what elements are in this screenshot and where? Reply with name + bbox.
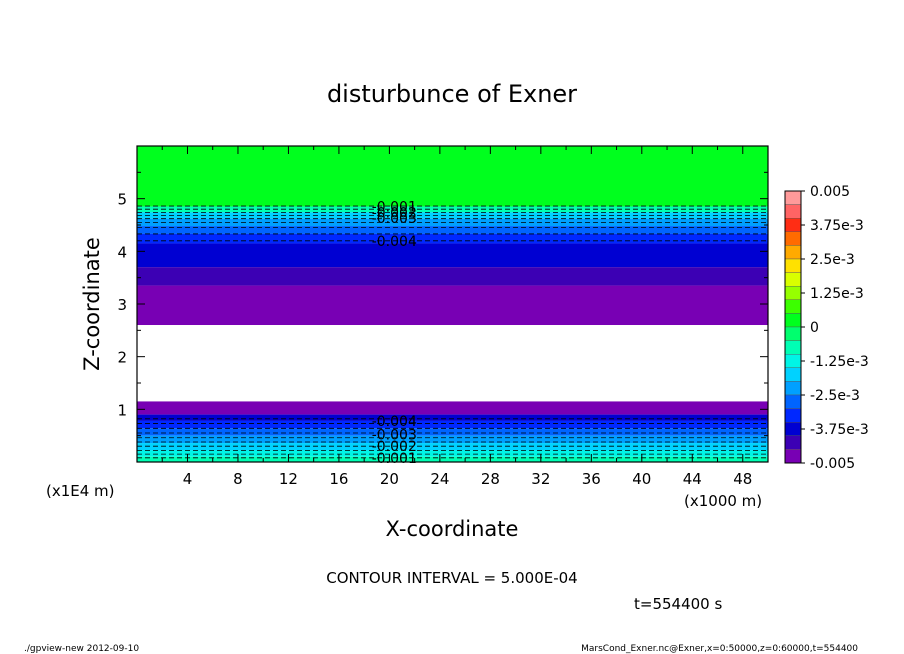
colorbar-cell [784, 408, 802, 423]
field-band [137, 435, 768, 444]
field-band [137, 428, 768, 436]
colorbar-cell [784, 449, 802, 464]
colorbar-cell [784, 313, 802, 328]
colorbar-label: 0 [810, 320, 819, 336]
colorbar-cell [784, 340, 802, 355]
colorbar-cell [784, 354, 802, 369]
y-tick-label: 5 [117, 191, 127, 209]
field-band [137, 325, 768, 402]
colorbar-label: 2.5e-3 [810, 252, 855, 268]
colorbar: 0.005 3.75e-3 2.5e-3 1.25e-3 0 -1.25e-3 -2.5e-… [784, 184, 869, 472]
field-band [137, 456, 768, 462]
colorbar-cell [784, 245, 802, 260]
contour-label: -0.003 [372, 211, 417, 227]
contour-interval-text: CONTOUR INTERVAL = 5.000E-04 [326, 569, 577, 587]
x-unit-left: (x1E4 m) [46, 482, 115, 500]
x-tick-label: 20 [380, 470, 399, 488]
contour-label: -0.004 [372, 234, 417, 250]
field-band [137, 267, 768, 286]
x-tick-label: 4 [183, 470, 193, 488]
y-tick-label: 4 [117, 243, 127, 261]
colorbar-cell [784, 299, 802, 314]
colorbar-cell [784, 217, 802, 232]
colorbar-label: 0.005 [810, 184, 850, 200]
time-text: t=554400 s [634, 595, 722, 613]
colorbar-cell [784, 231, 802, 246]
field-band [137, 401, 768, 415]
colorbar-label: 3.75e-3 [810, 218, 864, 234]
field-band [137, 414, 768, 421]
contour-label: -0.001 [372, 451, 417, 467]
colorbar-cell [784, 286, 802, 301]
contour-label: -0.004 [372, 414, 417, 430]
colorbar-cell [784, 422, 802, 437]
field-band [137, 443, 768, 451]
y-tick-label: 2 [117, 349, 127, 367]
x-tick-label: 16 [329, 470, 348, 488]
y-tick-label: 1 [117, 401, 127, 419]
x-tick-label: 44 [683, 470, 702, 488]
chart-title: disturbunce of Exner [327, 80, 577, 108]
x-unit-right: (x1000 m) [684, 492, 762, 510]
colorbar-cell [784, 367, 802, 382]
y-axis-label: Z-coordinate [80, 237, 104, 371]
field-band [137, 243, 768, 268]
field-band [137, 146, 768, 207]
x-tick-label: 8 [233, 470, 243, 488]
contour-label: -0.002 [372, 439, 417, 455]
colorbar-cell [784, 272, 802, 287]
colorbar-label: 1.25e-3 [810, 286, 864, 302]
x-tick-label: 48 [733, 470, 752, 488]
contour-label: -0.002 [372, 205, 417, 221]
x-tick-label: 32 [531, 470, 550, 488]
plot-area: -0.001-0.002-0.003-0.004-0.004-0.003-0.0… [136, 145, 769, 467]
y-tick-label: 3 [117, 296, 127, 314]
colorbar-label: -0.005 [810, 456, 855, 472]
field-band [137, 226, 768, 234]
footer-right: MarsCond_Exner.nc@Exner,x=0:50000,z=0:60… [581, 644, 858, 654]
footer-left: ./gpview-new 2012-09-10 [24, 644, 139, 654]
colorbar-cell [784, 326, 802, 341]
contour-label: -0.001 [372, 200, 417, 216]
contour-label: -0.003 [372, 428, 417, 444]
field-band [137, 420, 768, 429]
x-tick-label: 28 [481, 470, 500, 488]
field-band [137, 285, 768, 326]
colorbar-cell [784, 394, 802, 409]
field-band [137, 450, 768, 457]
colorbar-cell [784, 258, 802, 273]
colorbar-cell [784, 190, 802, 205]
x-tick-label: 12 [279, 470, 298, 488]
colorbar-cell [784, 381, 802, 396]
colorbar-cell [784, 204, 802, 219]
x-tick-label: 40 [632, 470, 651, 488]
field-band [137, 233, 768, 244]
colorbar-label: -1.25e-3 [810, 354, 869, 370]
colorbar-cell [784, 435, 802, 450]
x-tick-label: 24 [430, 470, 449, 488]
colorbar-label: -3.75e-3 [810, 422, 869, 438]
colorbar-label: -2.5e-3 [810, 388, 860, 404]
x-tick-label: 36 [582, 470, 601, 488]
x-axis-label: X-coordinate [386, 517, 519, 541]
